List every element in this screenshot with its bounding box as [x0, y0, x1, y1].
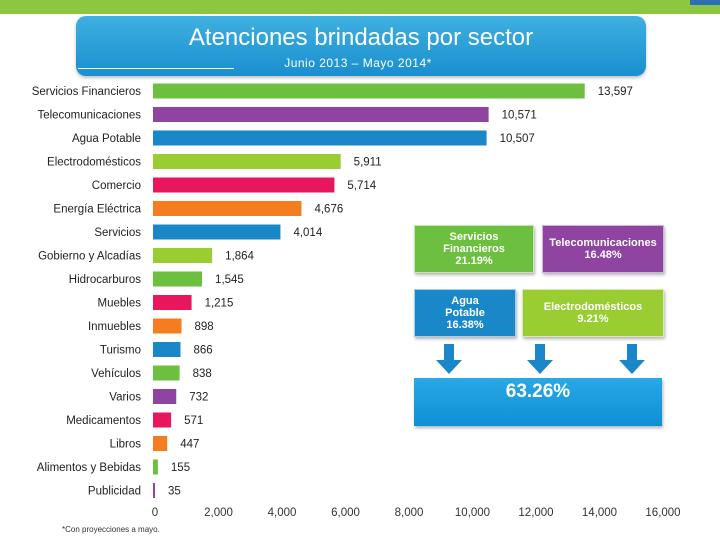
value-label-gobierno-y-alcadias: 1,864: [225, 251, 254, 263]
value-label-publicidad: 35: [168, 486, 181, 498]
category-label-gobierno-y-alcadias: Gobierno y Alcadías: [38, 251, 141, 263]
bar-turismo: [153, 342, 181, 357]
category-label-energia-electrica: Energía Eléctrica: [53, 204, 141, 216]
category-label-medicamentos: Medicamentos: [66, 415, 141, 427]
value-label-turismo: 866: [193, 345, 212, 357]
x-tick-label: 10,000: [455, 507, 490, 519]
value-label-varios: 732: [189, 392, 208, 404]
bar-electrodomesticos: [153, 154, 341, 169]
bar-muebles: [153, 295, 192, 310]
summary-total-box: 63.26%: [414, 378, 662, 426]
summary-box-line1: Servicios: [449, 231, 499, 243]
bar-alimentos-y-bebidas: [153, 459, 158, 475]
value-label-agua-potable: 10,507: [500, 133, 535, 145]
x-tick-label: 16,000: [645, 507, 680, 519]
value-label-telecomunicaciones: 10,571: [502, 110, 537, 122]
value-label-hidrocarburos: 1,545: [215, 274, 244, 286]
category-label-libros: Libros: [110, 439, 142, 451]
summary-box-line1: Electrodomésticos: [543, 301, 643, 313]
category-label-inmuebles: Inmuebles: [88, 321, 141, 333]
summary-box-line2: Potable: [445, 307, 485, 319]
value-label-servicios-financieros: 13,597: [598, 86, 633, 98]
bar-servicios: [153, 224, 281, 240]
bar-comercio: [153, 177, 335, 193]
value-label-libros: 447: [180, 439, 199, 451]
bar-telecomunicaciones: [153, 107, 489, 122]
summary-box-agua-potable: Agua Potable 16.38%: [414, 289, 516, 337]
bar-varios: [153, 389, 177, 404]
bar-publicidad: [153, 483, 155, 498]
value-label-electrodomesticos: 5,911: [354, 157, 382, 169]
summary-box-percent: 21.19%: [455, 255, 493, 267]
category-label-hidrocarburos: Hidrocarburos: [69, 274, 141, 286]
value-label-vehiculos: 838: [193, 368, 212, 380]
title-banner: [76, 16, 646, 76]
bar-inmuebles: [153, 318, 182, 334]
subtitle-rule: [78, 68, 234, 69]
bar-vehiculos: [153, 365, 180, 381]
summary-box-line1: Telecomunicaciones: [549, 237, 657, 249]
category-label-electrodomesticos: Electrodomésticos: [47, 157, 141, 169]
x-tick-label: 8,000: [395, 507, 424, 519]
category-label-agua-potable: Agua Potable: [72, 133, 141, 145]
summary-box-percent: 9.21%: [577, 313, 609, 325]
value-label-muebles: 1,215: [205, 298, 234, 310]
category-label-alimentos-y-bebidas: Alimentos y Bebidas: [37, 462, 141, 474]
x-tick-label: 2,000: [204, 507, 233, 519]
summary-box-line2: Financieros: [443, 243, 505, 255]
summary-box-percent: 16.48%: [584, 249, 622, 261]
top-band: [0, 0, 720, 14]
bar-medicamentos: [153, 412, 172, 428]
down-arrow-icon: [436, 344, 462, 374]
category-label-muebles: Muebles: [98, 298, 142, 310]
summary-total-value: 63.26%: [505, 381, 571, 402]
down-arrow-icon: [527, 344, 553, 374]
x-tick-label: 6,000: [331, 507, 360, 519]
x-tick-label: 14,000: [582, 507, 617, 519]
x-tick-label: 4,000: [268, 507, 297, 519]
value-label-inmuebles: 898: [195, 321, 214, 333]
bar-libros: [153, 436, 168, 451]
x-tick-label: 12,000: [518, 507, 553, 519]
summary-box-line1: Agua: [451, 295, 479, 307]
category-label-telecomunicaciones: Telecomunicaciones: [37, 110, 141, 122]
category-label-servicios-financieros: Servicios Financieros: [32, 86, 142, 98]
category-label-servicios: Servicios: [94, 227, 141, 239]
category-label-varios: Varios: [109, 392, 141, 404]
value-label-medicamentos: 571: [184, 415, 203, 427]
top-band-accent: [690, 0, 720, 5]
summary-box-percent: 16.38%: [446, 319, 484, 331]
value-label-energia-electrica: 4,676: [314, 204, 343, 216]
bar-servicios-financieros: [153, 83, 585, 99]
bar-gobierno-y-alcadias: [153, 248, 213, 263]
summary-box-servicios-financieros: Servicios Financieros 21.19%: [414, 225, 534, 273]
summary-box-electrodomesticos: Electrodomésticos 9.21%: [522, 289, 664, 337]
value-label-alimentos-y-bebidas: 155: [171, 462, 190, 474]
footnote: *Con proyecciones a mayo.: [62, 525, 160, 534]
bar-energia-electrica: [153, 201, 302, 216]
category-label-turismo: Turismo: [100, 345, 141, 357]
chart-subtitle: Junio 2013 – Mayo 2014*: [284, 56, 432, 70]
category-label-comercio: Comercio: [92, 180, 141, 192]
down-arrow-icon: [619, 344, 645, 374]
bar-agua-potable: [153, 130, 487, 146]
category-label-vehiculos: Vehículos: [91, 368, 141, 380]
value-label-servicios: 4,014: [293, 227, 322, 239]
category-label-publicidad: Publicidad: [88, 486, 141, 498]
bar-hidrocarburos: [153, 271, 203, 287]
value-label-comercio: 5,714: [347, 180, 376, 192]
summary-box-telecomunicaciones: Telecomunicaciones 16.48%: [542, 225, 664, 273]
chart-title: Atenciones brindadas por sector: [188, 24, 534, 51]
x-tick-label: 0: [152, 507, 158, 519]
